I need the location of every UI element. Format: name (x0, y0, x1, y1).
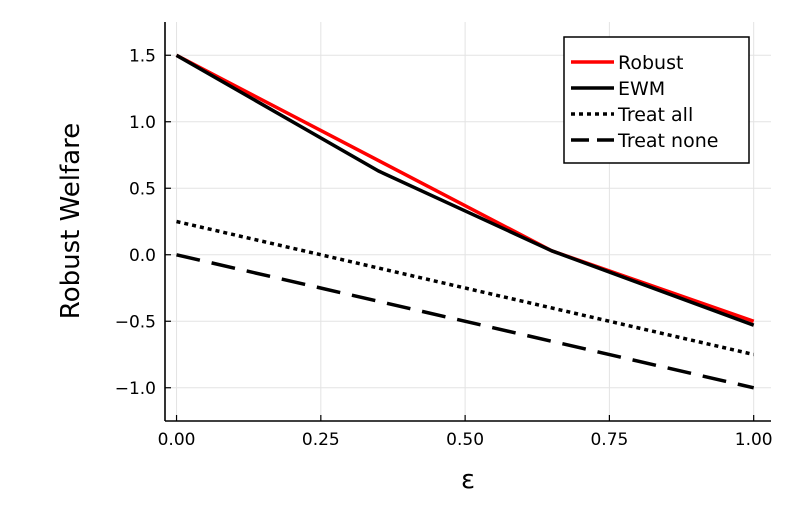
series-lines (175, 53, 755, 390)
legend-box (563, 36, 750, 164)
y-axis-title: Robust Welfare (56, 123, 86, 319)
y-tick-label: −1.0 (115, 379, 156, 399)
x-tick-label: 0.00 (158, 430, 196, 450)
x-tick-label: 0.75 (590, 430, 628, 450)
series-line-treat-none (176, 253, 755, 390)
series-line-treat-all (176, 219, 755, 357)
legend: Robust EWM Treat all Treat none (563, 36, 750, 164)
series-line-ewm (175, 53, 755, 327)
legend-label-treat-all: Treat all (617, 104, 693, 126)
y-tick-label: −0.5 (115, 312, 156, 332)
y-tick-label: 0.5 (129, 179, 156, 199)
x-tick-label: 0.50 (446, 430, 484, 450)
y-tick-label: 0.0 (129, 246, 156, 266)
axes (164, 22, 771, 422)
y-tick-label: 1.5 (129, 46, 156, 66)
legend-label-treat-none: Treat none (617, 130, 718, 152)
y-tick-label: 1.0 (129, 113, 156, 133)
x-tick-label: 0.25 (302, 430, 340, 450)
legend-label-robust: Robust (618, 52, 683, 74)
ticks: 0.00 0.25 0.50 0.75 1.00 −1.0 −0.5 0.0 0.5 1.0 1.5 (115, 46, 773, 450)
legend-label-ewm: EWM (618, 78, 665, 100)
x-axis-title: ε (461, 465, 475, 495)
x-tick-label: 1.00 (735, 430, 773, 450)
